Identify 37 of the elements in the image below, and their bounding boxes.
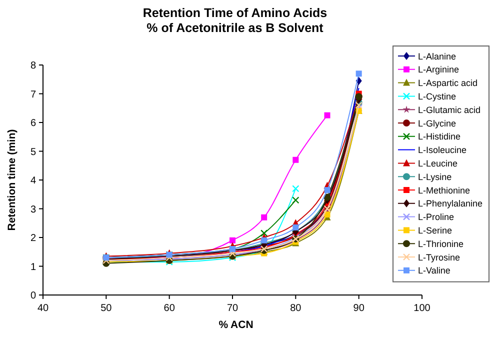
legend-label: L-Alanine [418, 51, 456, 62]
legend-label: L-Serine [418, 226, 452, 236]
y-tick-label: 3 [30, 204, 36, 216]
y-axis-title: Retention time (min) [6, 129, 18, 231]
y-tick-label: 7 [30, 89, 36, 100]
x-tick-label: 50 [100, 303, 112, 314]
y-tick-label: 0 [30, 290, 36, 302]
legend-label: L-Valine [418, 266, 450, 276]
legend-label: L-Methionine [418, 185, 470, 196]
legend-label: L-Aspartic acid [418, 78, 478, 88]
legend-label: L-Isoleucine [418, 145, 467, 156]
legend-label: L-Cystine [418, 92, 456, 102]
x-tick-label: 80 [290, 303, 302, 314]
x-tick-label: 60 [164, 303, 176, 314]
chart-subtitle: % of Acetonitrile as B Solvent [146, 21, 324, 35]
y-tick-label: 8 [30, 60, 36, 72]
legend-label: L-Glycine [418, 118, 456, 128]
legend-label: L-Glutamic acid [418, 104, 481, 115]
legend-label: L-Lysine [418, 172, 452, 182]
x-tick-label: 100 [414, 303, 431, 314]
legend-label: L-Tyrosine [418, 252, 460, 262]
y-tick-label: 1 [30, 262, 36, 273]
legend-label: L-Arginine [418, 64, 460, 75]
x-tick-label: 90 [353, 303, 365, 314]
legend-label: L-Proline [418, 212, 454, 222]
y-tick-label: 4 [30, 176, 36, 186]
y-tick-label: 5 [30, 146, 36, 158]
legend-label: L-Leucine [418, 158, 458, 168]
x-axis-title: % ACN [218, 319, 254, 331]
legend-label: L-Phenylalanine [418, 198, 483, 209]
y-tick-label: 2 [30, 233, 36, 244]
legend-label: L-Thrionine [418, 238, 464, 249]
x-tick-label: 40 [37, 303, 49, 314]
chart-title: Retention Time of Amino Acids [142, 6, 328, 20]
y-tick-label: 6 [30, 118, 36, 129]
legend-label: L-Histidine [418, 132, 461, 142]
x-tick-label: 70 [226, 303, 238, 314]
